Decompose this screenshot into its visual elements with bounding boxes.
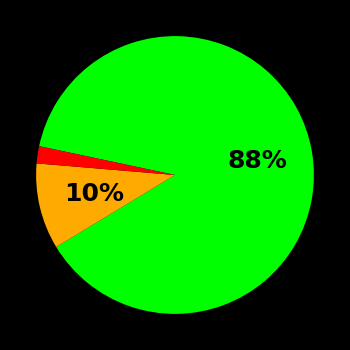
Wedge shape: [36, 163, 175, 247]
Wedge shape: [39, 36, 314, 314]
Text: 88%: 88%: [227, 149, 287, 173]
Wedge shape: [37, 146, 175, 175]
Text: 10%: 10%: [64, 182, 124, 206]
